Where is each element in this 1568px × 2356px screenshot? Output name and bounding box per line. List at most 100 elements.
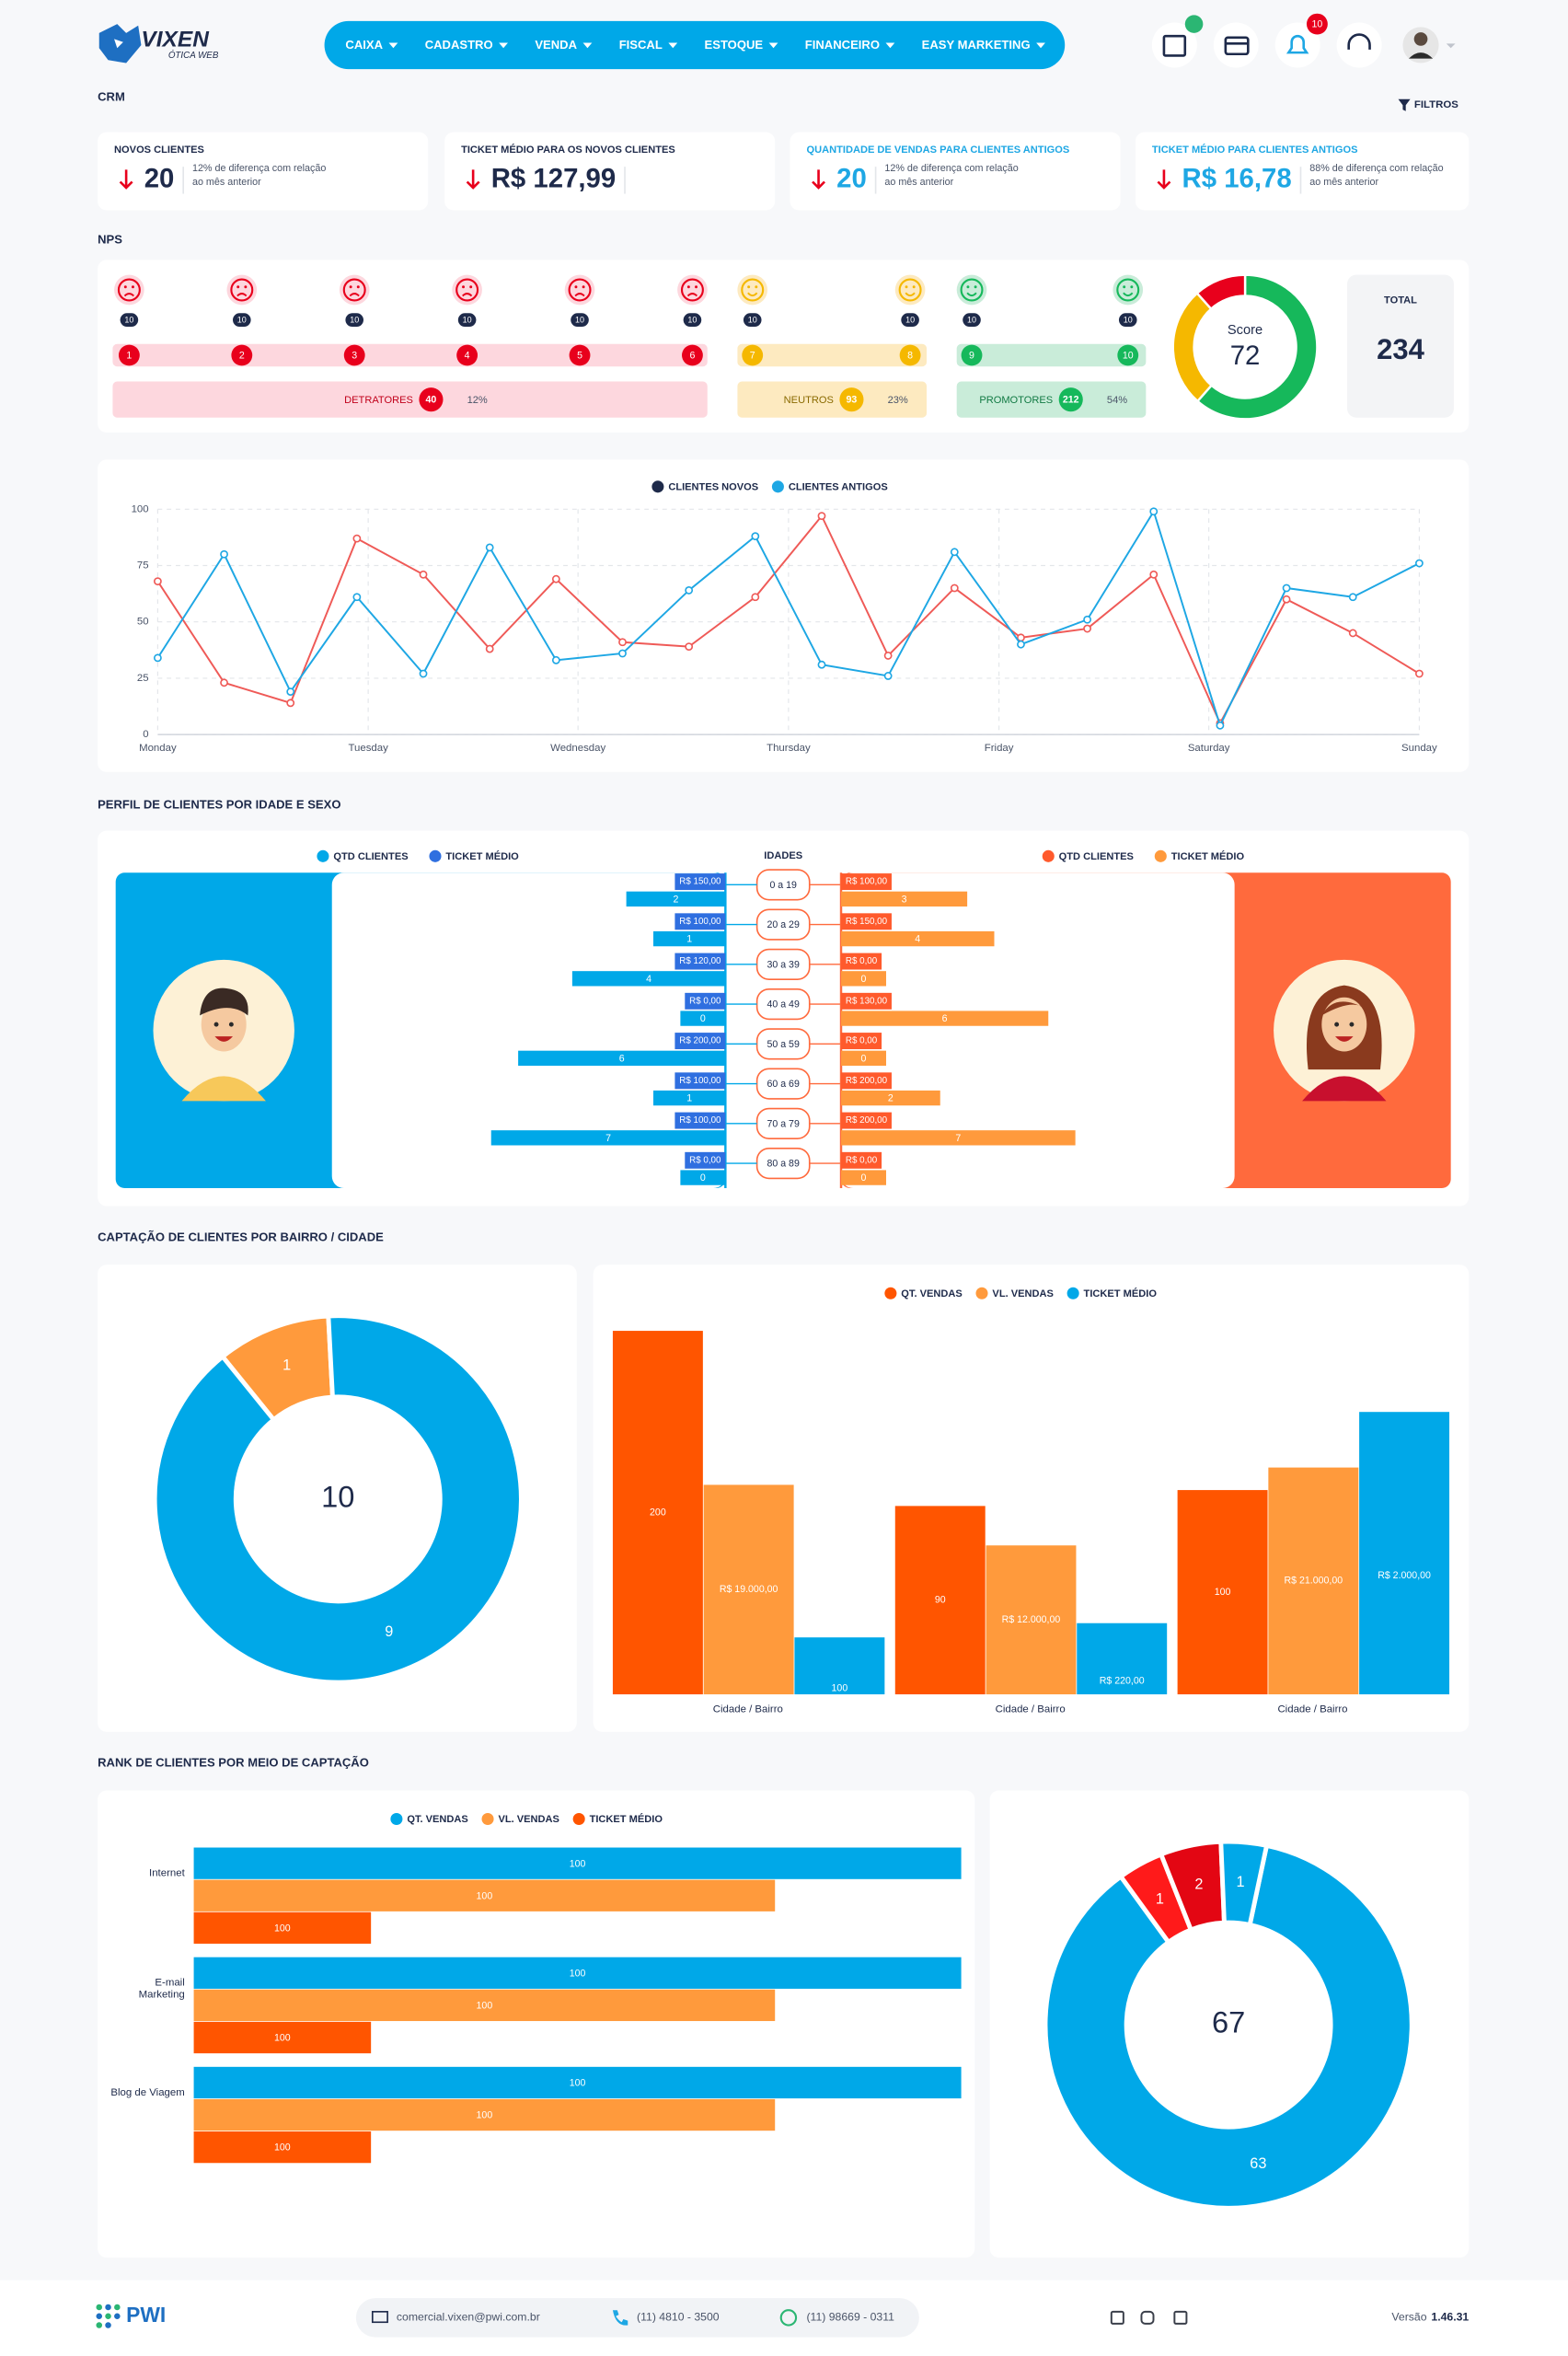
nav-item[interactable]: CAIXA [345,38,383,52]
age-label: 20 a 29 [767,919,800,930]
legend-label: QT. VENDAS [407,1814,467,1825]
nav-item[interactable]: EASY MARKETING [922,38,1031,52]
line-point [950,583,959,593]
face-eye [469,285,473,289]
line-point [1348,593,1357,602]
nav-item[interactable]: ESTOQUE [705,38,764,52]
icon-bg [1336,22,1382,68]
avatar-face [1321,997,1367,1052]
qty-label: 0 [861,1172,867,1184]
ticket-box [841,1151,882,1169]
section-title: NPS [98,233,122,247]
bar [1077,1623,1168,1695]
kpi-value: R$ 127,99 [491,164,617,194]
score-number: 2 [239,351,245,362]
age-label: 70 a 79 [767,1118,800,1129]
qty-bar [841,971,886,987]
score-track [112,343,708,367]
footer-whatsapp: (11) 98669 - 0311 [806,2311,894,2324]
qty-label: 1 [686,934,692,945]
line-point [1149,570,1159,579]
ticket-box [685,992,726,1010]
count-badge [233,313,251,327]
line-point [485,644,494,653]
line-point [817,512,826,521]
ticket-label: R$ 0,00 [846,1036,878,1046]
legend-label: VL. VENDAS [992,1288,1053,1299]
face [898,278,922,302]
nav-bar [324,20,1066,70]
qty-bar [841,1170,886,1185]
line-point [751,532,760,541]
nav-item[interactable]: VENDA [535,38,577,52]
filter-button[interactable]: FILTROS [1414,99,1458,110]
qty-bar [680,1011,726,1026]
score-number: 3 [352,351,357,362]
x-tick-label: Cidade / Bairro [713,1703,783,1715]
line-point [883,652,893,660]
ticket-label: R$ 100,00 [679,1076,721,1086]
face-eye [132,285,134,289]
age-label: 30 a 39 [767,959,800,970]
ticket-box [674,1033,726,1050]
male-inner [331,872,726,1189]
age-label: 0 a 19 [769,880,797,891]
age-label: 40 a 49 [767,999,800,1011]
down-arrow [1157,169,1171,190]
kpi-label: TICKET MÉDIO PARA CLIENTES ANTIGOS [1152,144,1358,156]
bar-label: 90 [935,1595,946,1606]
face-mouth [123,293,134,297]
line-point [1282,595,1291,604]
qty-bar [680,1170,726,1185]
avatar-eye [228,1022,234,1027]
y-tick-label: Blog de Viagem [110,2087,185,2099]
group-percent: 54% [1107,395,1127,406]
kpi-label: QUANTIDADE DE VENDAS PARA CLIENTES ANTIG… [806,144,1069,156]
nav-caret [499,42,508,49]
brand-dot [114,2304,121,2311]
qty-label: 4 [915,934,920,945]
nav-item[interactable]: FINANCEIRO [805,38,880,52]
kpi-value: R$ 16,78 [1182,164,1292,194]
score-badge [231,344,253,366]
avatar-mouth [1334,1036,1354,1042]
qty-label: 1 [686,1093,692,1104]
social-icon [1110,2310,1124,2325]
group-count: 93 [847,395,858,406]
icon-bg [1151,22,1197,68]
nav-item[interactable]: FISCAL [619,38,663,52]
legend-label: VL. VENDAS [498,1814,559,1825]
logo-text: VIXEN [141,28,210,52]
face-eye [695,285,698,289]
y-tick-label: Internet [149,1868,185,1879]
bar [1268,1467,1359,1695]
line-point [817,660,826,669]
bar [894,1506,986,1695]
line-point [1414,559,1424,568]
line [156,509,1420,728]
face-eye [349,285,352,289]
user-body [1408,52,1434,59]
line-point [352,593,362,602]
age-label: 60 a 69 [767,1079,800,1090]
avatar-face [201,997,247,1052]
face-eye [755,285,758,289]
legend-dot [975,1287,988,1299]
line-point [618,649,627,658]
bar-label: R$ 21.000,00 [1285,1576,1343,1587]
qty-bar [571,971,726,987]
line-point [685,642,694,652]
qty-bar [841,1090,940,1106]
line-point [419,669,428,678]
line-point [1282,583,1291,593]
count-badge [457,313,477,327]
legend-label: TICKET MÉDIO [590,1813,663,1825]
nav-item[interactable]: CADASTRO [425,38,493,52]
footer-version-label: Versão [1391,2311,1426,2324]
bar-label: R$ 19.000,00 [720,1584,778,1595]
ticket-box [674,1072,726,1090]
pie-total: 67 [1212,2005,1245,2039]
legend-label: TICKET MÉDIO [1084,1288,1158,1299]
bar [193,2098,776,2131]
score-count: 10 [124,316,133,325]
